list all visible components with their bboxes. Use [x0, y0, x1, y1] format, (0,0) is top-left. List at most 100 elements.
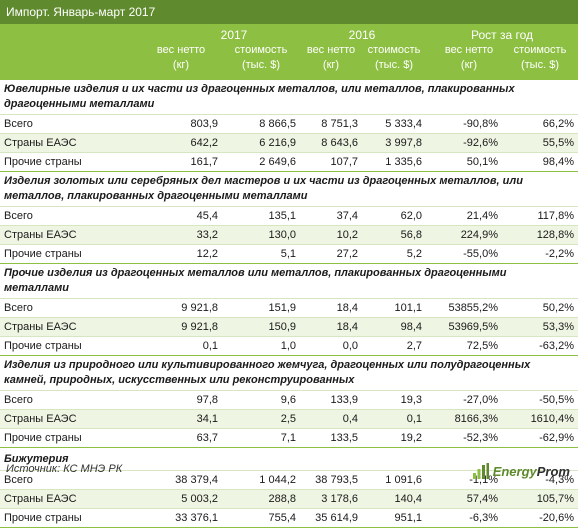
table-cell: 133,9: [300, 390, 362, 410]
table-cell: 72,5%: [426, 336, 502, 356]
table-row: Прочие страны 0,1 1,0 0,0 2,7 72,5% -63,2%: [0, 336, 578, 356]
table-cell: 63,7: [140, 428, 222, 448]
category-row: Прочие изделия из драгоценных металлов и…: [0, 263, 578, 299]
table-cell: 50,2%: [502, 298, 578, 318]
table-cell: -55,0%: [426, 244, 502, 264]
table-cell: 0,0: [300, 336, 362, 356]
table-cell: -63,2%: [502, 336, 578, 356]
table-cell: 2 649,6: [222, 152, 300, 172]
table-cell: 55,5%: [502, 133, 578, 153]
table-row: Прочие страны 63,7 7,1 133,5 19,2 -52,3% -62,9…: [0, 428, 578, 448]
table-row: Всего 9 921,8 151,9 18,4 101,1 53855,2% 50,2%: [0, 298, 578, 318]
table-cell: 7,1: [222, 428, 300, 448]
header-growth-weight-label: вес нетто: [444, 44, 494, 56]
table-title: Импорт. Январь-март 2017: [0, 0, 578, 24]
row-label: Страны ЕАЭС: [0, 489, 140, 509]
table-cell: 97,8: [140, 390, 222, 410]
table-cell: 3 178,6: [300, 489, 362, 509]
table-cell: 107,7: [300, 152, 362, 172]
table-cell: 135,1: [222, 206, 300, 226]
header-2016-weight: вес нетто (кг): [300, 43, 362, 73]
table-cell: 0,4: [300, 409, 362, 429]
row-label: Прочие страны: [0, 152, 140, 172]
table-cell: 1 335,6: [362, 152, 426, 172]
table-cell: 34,1: [140, 409, 222, 429]
row-label: Всего: [0, 206, 140, 226]
row-label: Всего: [0, 298, 140, 318]
table-cell: 2,5: [222, 409, 300, 429]
header-2017-weight-label: вес нетто: [156, 44, 206, 56]
table-cell: 53,3%: [502, 317, 578, 337]
table-row: Страны ЕАЭС 5 003,2 288,8 3 178,6 140,4 57,4%…: [0, 489, 578, 509]
table-row: Всего 803,9 8 866,5 8 751,3 5 333,4 -90,8% 66,…: [0, 114, 578, 134]
table-cell: 0,1: [140, 336, 222, 356]
row-label: Страны ЕАЭС: [0, 133, 140, 153]
category-label: Ювелирные изделия и их части из драгоцен…: [0, 80, 578, 115]
table-cell: -52,3%: [426, 428, 502, 448]
table-cell: 755,4: [222, 508, 300, 528]
table-header: 2017 2016 Рост за год вес нетто (кг) сто…: [0, 24, 578, 80]
table-cell: 19,3: [362, 390, 426, 410]
table-row: Страны ЕАЭС 642,2 6 216,9 8 643,6 3 997,8 -92…: [0, 133, 578, 153]
header-year-2016: 2016: [348, 28, 376, 42]
table-cell: 35 614,9: [300, 508, 362, 528]
header-2017-weight: вес нетто (кг): [140, 43, 222, 73]
table-cell: 803,9: [140, 114, 222, 134]
table-cell: 133,5: [300, 428, 362, 448]
table-cell: 5,2: [362, 244, 426, 264]
table-cell: 8 751,3: [300, 114, 362, 134]
table-cell: -62,9%: [502, 428, 578, 448]
header-2017-value-label: стоимость: [234, 44, 288, 56]
table-cell: 130,0: [222, 225, 300, 245]
table-cell: 2,7: [362, 336, 426, 356]
table-cell: 18,4: [300, 298, 362, 318]
row-label: Страны ЕАЭС: [0, 409, 140, 429]
table-cell: 1,0: [222, 336, 300, 356]
category-row: Бижутерия: [0, 447, 578, 471]
table-cell: 10,2: [300, 225, 362, 245]
table-cell: 9 921,8: [140, 298, 222, 318]
table-cell: 8 643,6: [300, 133, 362, 153]
table-cell: 5 003,2: [140, 489, 222, 509]
table-cell: 66,2%: [502, 114, 578, 134]
header-2016-weight-label: вес нетто: [306, 44, 356, 56]
header-growth-weight-unit: (кг): [460, 59, 478, 71]
table-cell: 9 921,8: [140, 317, 222, 337]
row-label: Прочие страны: [0, 244, 140, 264]
table-cell: 19,2: [362, 428, 426, 448]
table-cell: -50,5%: [502, 390, 578, 410]
table-cell: -2,2%: [502, 244, 578, 264]
row-label: Всего: [0, 390, 140, 410]
header-2017-weight-unit: (кг): [172, 59, 190, 71]
table-cell: 140,4: [362, 489, 426, 509]
table-cell: 951,1: [362, 508, 426, 528]
table-cell: -27,0%: [426, 390, 502, 410]
header-growth-value-label: стоимость: [513, 44, 567, 56]
table-row: Всего 97,8 9,6 133,9 19,3 -27,0% -50,5%: [0, 390, 578, 410]
category-row: Изделия из природного или культивированн…: [0, 355, 578, 391]
table-cell: 56,8: [362, 225, 426, 245]
table-cell: 21,4%: [426, 206, 502, 226]
table-cell: 53969,5%: [426, 317, 502, 337]
table-cell: 45,4: [140, 206, 222, 226]
table-cell: 5 333,4: [362, 114, 426, 134]
table-cell: 1610,4%: [502, 409, 578, 429]
row-label: Прочие страны: [0, 428, 140, 448]
table-cell: 642,2: [140, 133, 222, 153]
table-cell: 18,4: [300, 317, 362, 337]
table-row: Прочие страны 12,2 5,1 27,2 5,2 -55,0% -2,2%: [0, 244, 578, 264]
table-cell: 27,2: [300, 244, 362, 264]
category-label: Бижутерия: [0, 447, 578, 471]
table-cell: 57,4%: [426, 489, 502, 509]
row-label: Прочие страны: [0, 508, 140, 528]
header-growth-value-unit: (тыс. $): [520, 59, 559, 71]
table-cell: 128,8%: [502, 225, 578, 245]
table-cell: 37,4: [300, 206, 362, 226]
footer: Источник: КС МНЭ РК EnergyProm: [0, 458, 578, 483]
header-2016-value-label: стоимость: [367, 44, 421, 56]
table-cell: 288,8: [222, 489, 300, 509]
logo-word-energy: Energy: [492, 463, 537, 479]
table-cell: 150,9: [222, 317, 300, 337]
header-growth: Рост за год: [470, 28, 533, 42]
